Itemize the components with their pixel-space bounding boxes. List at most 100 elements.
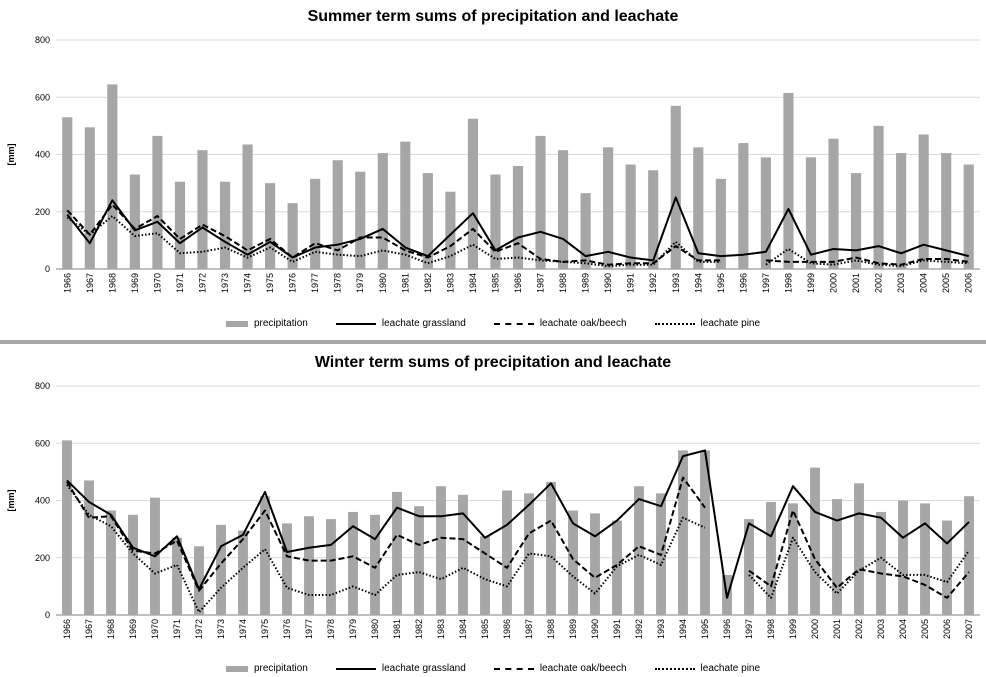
chart-legend: precipitation leachate grassland leachat…	[0, 663, 986, 674]
precipitation-bar	[194, 546, 204, 615]
summer-chart-panel: Summer term sums of precipitation and le…	[6, 8, 980, 329]
precipitation-bar	[62, 117, 73, 269]
x-tick-label: 1984	[458, 619, 468, 639]
precipitation-bar	[265, 183, 276, 269]
x-tick-label: 1972	[194, 619, 204, 639]
x-tick-label: 1988	[546, 619, 556, 639]
x-tick-label: 1997	[744, 619, 754, 639]
precipitation-bar	[810, 467, 820, 615]
x-tick-label: 1998	[766, 619, 776, 639]
precipitation-bar	[370, 514, 380, 615]
precipitation-bar	[172, 537, 182, 615]
y-tick-label: 400	[35, 496, 50, 506]
precipitation-bar	[942, 520, 952, 615]
precipitation-bar	[941, 153, 952, 269]
x-tick-label: 2006	[964, 273, 974, 293]
x-tick-label: 1968	[107, 273, 117, 293]
x-tick-label: 1977	[304, 619, 314, 639]
x-tick-label: 2004	[919, 273, 929, 293]
x-tick-label: 2001	[832, 619, 842, 639]
x-tick-label: 1983	[436, 619, 446, 639]
x-tick-label: 2003	[876, 619, 886, 639]
precipitation-bar	[106, 510, 116, 615]
precipitation-bar	[400, 141, 411, 269]
x-tick-label: 1974	[238, 619, 248, 639]
precipitation-bar	[693, 147, 704, 269]
x-tick-label: 1992	[634, 619, 644, 639]
x-tick-label: 1995	[700, 619, 710, 639]
precipitation-bar	[634, 486, 644, 615]
x-tick-label: 1994	[693, 273, 703, 293]
precipitation-bar	[445, 191, 456, 269]
x-tick-label: 1971	[172, 619, 182, 639]
x-tick-label: 1978	[333, 273, 343, 293]
x-tick-label: 2001	[851, 273, 861, 293]
precipitation-bar	[216, 524, 226, 615]
legend-item-leachate-grassland: leachate grassland	[335, 663, 466, 674]
x-tick-label: 1988	[558, 273, 568, 293]
precipitation-bar	[854, 483, 864, 615]
x-tick-label: 2005	[920, 619, 930, 639]
precipitation-bar	[84, 127, 95, 270]
precipitation-bar	[84, 480, 94, 615]
x-tick-label: 1992	[648, 273, 658, 293]
x-tick-label: 1991	[626, 273, 636, 293]
precipitation-bar	[219, 181, 231, 269]
precipitation-bar	[260, 496, 270, 615]
x-tick-label: 1990	[590, 619, 600, 639]
precipitation-bar	[788, 503, 798, 615]
y-tick-label: 0	[45, 264, 50, 274]
precipitation-bar	[197, 150, 208, 269]
precipitation-bar	[524, 493, 534, 615]
precipitation-bar	[129, 174, 140, 269]
precipitation-bar	[414, 506, 424, 615]
x-tick-label: 1973	[220, 273, 230, 293]
precipitation-bar	[828, 138, 839, 269]
x-tick-label: 2000	[810, 619, 820, 639]
precipitation-bar	[963, 164, 974, 269]
x-tick-label: 1975	[260, 619, 270, 639]
x-tick-label: 1994	[678, 619, 688, 639]
precipitation-bar	[355, 171, 366, 269]
x-tick-label: 1982	[423, 273, 433, 293]
precipitation-bar	[896, 153, 907, 269]
series-line-leachate-pine	[66, 215, 969, 268]
x-tick-label: 2000	[829, 273, 839, 293]
precipitation-bar	[603, 147, 614, 269]
precipitation-bar	[832, 499, 842, 615]
x-tick-label: 1990	[603, 273, 613, 293]
legend-label: leachate oak/beech	[539, 318, 627, 329]
x-tick-label: 1971	[175, 273, 185, 293]
legend-swatch-dotted-line	[654, 322, 695, 325]
x-tick-label: 1979	[348, 619, 358, 639]
x-tick-label: 1970	[150, 619, 160, 639]
x-tick-label: 1976	[288, 273, 298, 293]
legend-item-leachate-pine: leachate pine	[654, 318, 760, 329]
x-tick-label: 1989	[581, 273, 591, 293]
precipitation-bar	[625, 164, 636, 269]
legend-item-precipitation: precipitation	[225, 663, 308, 674]
x-tick-label: 1974	[243, 273, 253, 293]
precipitation-bar	[422, 173, 433, 269]
x-tick-label: 1967	[85, 273, 95, 293]
x-tick-label: 1996	[738, 273, 748, 293]
x-tick-label: 1987	[536, 273, 546, 293]
precipitation-bar	[467, 118, 478, 269]
legend-item-leachate-oak-beech: leachate oak/beech	[493, 318, 627, 329]
precipitation-bar	[502, 490, 512, 615]
legend-label: leachate grassland	[381, 663, 466, 674]
precipitation-bar	[648, 170, 659, 269]
precipitation-bar	[174, 181, 186, 269]
x-tick-label: 1993	[656, 619, 666, 639]
x-tick-label: 1999	[806, 273, 816, 293]
y-axis-label: [mm]	[6, 143, 16, 165]
precipitation-bar	[546, 481, 556, 615]
x-tick-label: 1966	[62, 619, 72, 639]
x-tick-label: 1980	[370, 619, 380, 639]
y-tick-label: 600	[35, 438, 50, 448]
x-tick-label: 1983	[445, 273, 455, 293]
precipitation-bar	[558, 150, 569, 269]
x-tick-label: 1973	[216, 619, 226, 639]
legend-label: precipitation	[253, 318, 308, 329]
precipitation-bar	[242, 144, 253, 269]
